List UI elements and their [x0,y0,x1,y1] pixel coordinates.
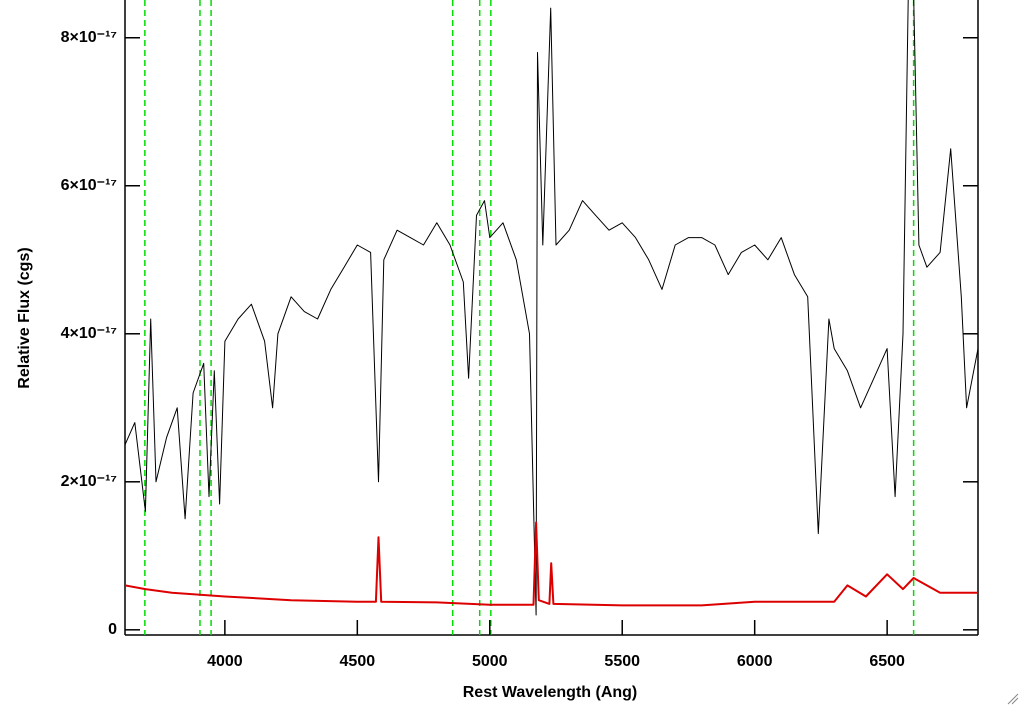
x-axis-label: Rest Wavelength (Ang) [463,684,638,701]
frame [124,0,979,636]
x-tick-label: 5000 [472,653,508,670]
x-tick-label: 4000 [207,653,243,670]
spectrum-line [125,521,978,607]
y-tick-label: 6×10⁻¹⁷ [61,177,117,194]
spectrum-line [125,0,978,616]
x-tick-label: 4500 [340,653,376,670]
y-tick-label: 0 [108,621,117,638]
x-tick-label: 5500 [604,653,640,670]
x-tick-label: 6500 [869,653,905,670]
y-tick-label: 4×10⁻¹⁷ [61,325,117,342]
y-tick-label: 8×10⁻¹⁷ [61,29,117,46]
plot-area [125,0,978,635]
y-tick-label: 2×10⁻¹⁷ [61,473,117,490]
resize-grip [1007,693,1019,705]
x-tick-label: 6000 [737,653,773,670]
y-axis-label: Relative Flux (cgs) [16,247,33,388]
